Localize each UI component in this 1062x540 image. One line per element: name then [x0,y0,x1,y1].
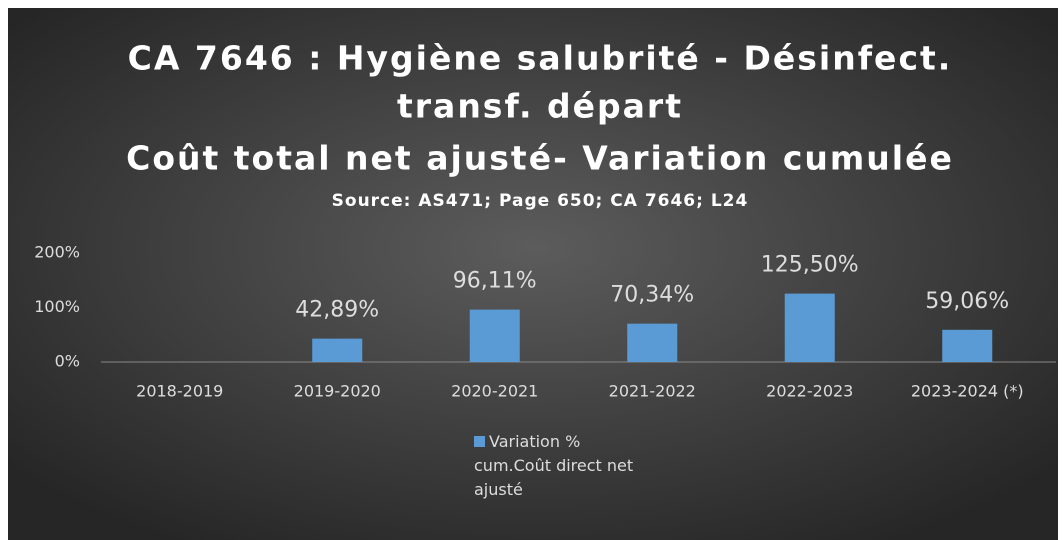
data-label: 59,06% [925,289,1009,314]
x-tick-label: 2018-2019 [136,382,223,401]
bar [784,293,835,362]
bar [312,338,363,362]
legend-label: Variation % cum.Coût direct net ajusté [474,432,634,499]
x-tick-label: 2019-2020 [294,382,381,401]
bar [627,323,678,362]
data-label: 125,50% [761,253,859,278]
chart-title: transf. départ [397,87,683,126]
y-tick-label: 0% [55,352,80,371]
legend: Variation % cum.Coût direct net ajusté [474,430,644,502]
x-tick-label: 2020-2021 [451,382,538,401]
bar [942,329,993,362]
chart-title: Coût total net ajusté- Variation cumulée [126,139,954,178]
x-tick-label: 2022-2023 [766,382,853,401]
data-label: 42,89% [295,298,379,323]
y-tick-label: 200% [34,243,80,262]
background [8,8,1058,540]
bar [469,309,520,362]
x-tick-label: 2023-2024 (*) [911,382,1024,401]
data-label: 70,34% [610,283,694,308]
data-label: 96,11% [453,269,537,294]
y-tick-label: 100% [34,297,80,316]
chart-title: CA 7646 : Hygiène salubrité - Désinfect. [128,39,953,78]
legend-swatch [474,436,485,447]
x-tick-label: 2021-2022 [609,382,696,401]
chart-subtitle: Source: AS471; Page 650; CA 7646; L24 [332,191,749,211]
